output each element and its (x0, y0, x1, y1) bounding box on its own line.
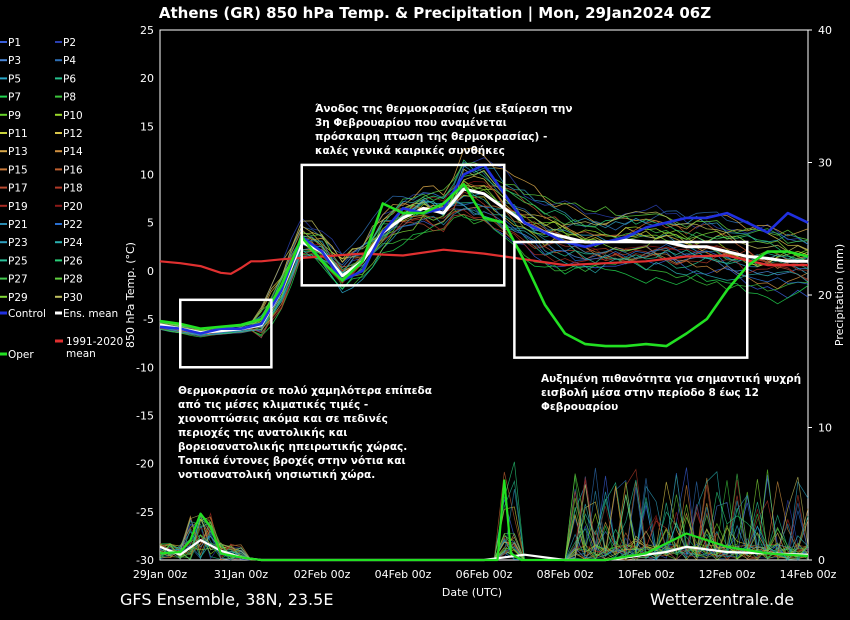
legend-label: P9 (8, 110, 21, 122)
y2-tick-label: 40 (818, 24, 832, 37)
legend-label: P24 (63, 237, 83, 249)
y-axis-label: 850 hPa Temp. (°C) (124, 242, 137, 348)
chart-title: Athens (GR) 850 hPa Temp. & Precipitatio… (159, 4, 711, 23)
legend-label: P10 (63, 110, 83, 122)
legend-label: P11 (8, 128, 28, 140)
member-line (159, 168, 809, 330)
y2-axis-label: Precipitation (mm) (833, 244, 846, 346)
legend-label: P28 (63, 274, 83, 286)
legend-label: P30 (63, 292, 83, 304)
annotation-box (300, 163, 506, 287)
legend-label: P16 (63, 164, 83, 176)
y-tick-label: 10 (140, 169, 154, 182)
legend-label: P20 (63, 201, 83, 213)
x-tick-label: 06Feb 00z (456, 568, 513, 581)
legend-label: P6 (63, 73, 76, 85)
legend-label: P21 (8, 219, 28, 231)
member-line (159, 147, 809, 330)
footer-model: GFS Ensemble, 38N, 23.5E (120, 590, 334, 609)
legend-label: P26 (63, 255, 83, 267)
y-tick-label: 25 (140, 24, 154, 37)
x-axis-label: Date (UTC) (442, 586, 502, 599)
legend-label: P18 (63, 183, 83, 195)
legend-label: P3 (8, 55, 21, 67)
series-oper (159, 182, 809, 348)
member-line (159, 184, 809, 335)
footer-site: Wetterzentrale.de (650, 590, 795, 609)
legend: P1 P2 P3 P4 P5 P6 P7 P8 P9 P10 P11 P12 P13 P14 P15 P16 P… (0, 37, 123, 361)
y-tick-label: 20 (140, 72, 154, 85)
x-tick-label: 10Feb 00z (618, 568, 675, 581)
legend-label: Ens. mean (63, 308, 118, 320)
annotation-box (179, 298, 273, 369)
legend-label: P14 (63, 146, 83, 158)
y-tick-label: -25 (136, 506, 154, 519)
y-tick-label: -10 (136, 361, 154, 374)
legend-label: Control (8, 308, 46, 320)
legend-label: P5 (8, 73, 21, 85)
x-tick-label: 14Feb 00z (780, 568, 837, 581)
annotation-boxes (179, 163, 749, 369)
legend-label: P29 (8, 292, 28, 304)
x-tick-label: 29Jan 00z (133, 568, 187, 581)
y-tick-label: -20 (136, 458, 154, 471)
axes: 25 20 15 10 5 0 -5 -10 -15 -20 -25 -30 40 30 20 10 0 29Ja… (133, 24, 837, 581)
legend-label: mean (66, 348, 96, 360)
x-tick-label: 08Feb 00z (537, 568, 594, 581)
legend-label: P12 (63, 128, 83, 140)
y2-tick-label: 30 (818, 157, 832, 170)
y-tick-label: 5 (147, 217, 154, 230)
legend-label: P7 (8, 92, 21, 104)
x-tick-label: 02Feb 00z (294, 568, 351, 581)
legend-label: P27 (8, 274, 28, 286)
legend-label: P13 (8, 146, 28, 158)
annotation-cold-outbreak: Αυξημένη πιθανότητα για σημαντική ψυχρή … (541, 373, 802, 413)
legend-label: P1 (8, 37, 21, 49)
x-tick-label: 04Feb 00z (375, 568, 432, 581)
annotation-cold: Θερμοκρασία σε πολύ χαμηλότερα επίπεδα α… (178, 385, 432, 481)
legend-label: P25 (8, 255, 28, 267)
annotation-warming: Άνοδος της θερμοκρασίας (με εξαίρεση την… (315, 103, 573, 157)
y2-tick-label: 0 (818, 554, 825, 567)
y2-tick-label: 20 (818, 289, 832, 302)
legend-label: P19 (8, 201, 28, 213)
annotation-box (513, 240, 749, 359)
legend-label: P8 (63, 92, 76, 104)
legend-label: P22 (63, 219, 83, 231)
series-lines (159, 163, 809, 562)
legend-label: P2 (63, 37, 76, 49)
member-line (159, 179, 809, 332)
y-tick-label: -5 (143, 313, 154, 326)
y2-tick-label: 10 (818, 422, 832, 435)
y-tick-label: -30 (136, 554, 154, 567)
y-tick-label: -15 (136, 409, 154, 422)
series-oper-precipitation (159, 479, 809, 562)
legend-label: P15 (8, 164, 28, 176)
series-1991-2020-mean (159, 248, 808, 275)
x-tick-label: 31Jan 00z (214, 568, 268, 581)
legend-label: Oper (8, 349, 34, 361)
legend-label: P4 (63, 55, 76, 67)
legend-label: P23 (8, 237, 28, 249)
y-tick-label: 15 (140, 120, 154, 133)
legend-label: 1991-2020 (66, 336, 123, 348)
y-tick-label: 0 (147, 265, 154, 278)
x-tick-label: 12Feb 00z (699, 568, 756, 581)
legend-label: P17 (8, 183, 28, 195)
